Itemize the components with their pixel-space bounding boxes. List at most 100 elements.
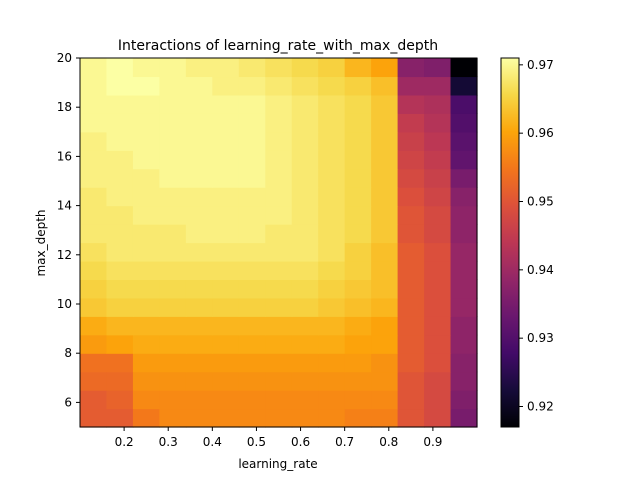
heatmap-cell <box>291 371 319 391</box>
heatmap-cell <box>397 168 425 188</box>
heatmap-cell <box>132 242 160 262</box>
heatmap-cell <box>159 297 187 317</box>
heatmap-cell <box>185 316 213 336</box>
heatmap-cell <box>450 58 478 78</box>
heatmap-cell <box>212 334 240 354</box>
heatmap-cell <box>265 168 293 188</box>
heatmap-cell <box>132 168 160 188</box>
heatmap-cell <box>318 76 346 96</box>
heatmap-cell <box>80 205 108 225</box>
heatmap-cell <box>185 224 213 244</box>
heatmap-cell <box>318 113 346 133</box>
heatmap-cell <box>212 150 240 170</box>
heatmap-cell <box>424 390 452 410</box>
heatmap-cell <box>291 297 319 317</box>
y-tick-label: 18 <box>57 100 72 114</box>
heatmap-cell <box>106 224 134 244</box>
heatmap-cell <box>450 205 478 225</box>
x-tick-label: 0.7 <box>335 435 354 449</box>
heatmap-cell <box>371 205 399 225</box>
heatmap-cell <box>80 131 108 151</box>
colorbar-ticks: 0.92 0.93 0.94 0.95 0.96 0.97 <box>519 58 554 414</box>
heatmap-cell <box>450 168 478 188</box>
heatmap-cell <box>80 113 108 133</box>
heatmap-cell <box>80 316 108 336</box>
heatmap-cell <box>238 242 266 262</box>
heatmap-cell <box>318 224 346 244</box>
heatmap-cell <box>212 297 240 317</box>
heatmap-cell <box>318 131 346 151</box>
heatmap-cell <box>291 260 319 280</box>
heatmap-cell <box>212 58 240 78</box>
colorbar <box>500 57 520 428</box>
heatmap-cell <box>450 334 478 354</box>
heatmap-cell <box>265 260 293 280</box>
heatmap-cell <box>212 168 240 188</box>
heatmap-cell <box>238 76 266 96</box>
heatmap-cell <box>159 316 187 336</box>
heatmap-cell <box>397 316 425 336</box>
heatmap-cell <box>238 205 266 225</box>
heatmap-cell <box>265 205 293 225</box>
heatmap-cell <box>106 279 134 299</box>
heatmap-cell <box>424 150 452 170</box>
heatmap-cell <box>185 353 213 373</box>
heatmap-cell <box>159 205 187 225</box>
heatmap-cell <box>291 316 319 336</box>
heatmap-cell <box>265 316 293 336</box>
heatmap-cell <box>212 76 240 96</box>
heatmap-cell <box>212 187 240 207</box>
heatmap-cell <box>424 334 452 354</box>
heatmap-cell <box>371 279 399 299</box>
heatmap-cell <box>371 242 399 262</box>
heatmap-cell <box>291 76 319 96</box>
heatmap-cell <box>291 279 319 299</box>
heatmap-cell <box>238 353 266 373</box>
heatmap-cell <box>424 242 452 262</box>
heatmap-cell <box>265 297 293 317</box>
heatmap-cell <box>212 316 240 336</box>
heatmap-cell <box>132 187 160 207</box>
heatmap-cell <box>397 260 425 280</box>
heatmap-cell <box>344 205 372 225</box>
heatmap-cell <box>106 94 134 114</box>
heatmap-cell <box>265 353 293 373</box>
heatmap-cell <box>397 131 425 151</box>
heatmap-cell <box>238 334 266 354</box>
heatmap-cell <box>371 76 399 96</box>
heatmap-cell <box>265 131 293 151</box>
colorbar-tick-label: 0.96 <box>527 126 554 140</box>
heatmap-cell <box>106 297 134 317</box>
heatmap-cell <box>291 242 319 262</box>
heatmap-cell <box>212 131 240 151</box>
heatmap-cell <box>371 224 399 244</box>
heatmap-cell <box>318 297 346 317</box>
heatmap-cell <box>318 316 346 336</box>
heatmap-cell <box>424 260 452 280</box>
heatmap-cell <box>265 76 293 96</box>
heatmap-cell <box>265 334 293 354</box>
heatmap-cell <box>159 168 187 188</box>
heatmap-cell <box>397 113 425 133</box>
heatmap-cell <box>397 76 425 96</box>
heatmap-cell <box>106 353 134 373</box>
heatmap-cell <box>132 297 160 317</box>
heatmap-cell <box>238 113 266 133</box>
x-axis-label: learning_rate <box>238 457 317 471</box>
heatmap-cell <box>106 131 134 151</box>
heatmap-cell <box>371 297 399 317</box>
heatmap-cell <box>397 242 425 262</box>
heatmap-cell <box>238 94 266 114</box>
heatmap-cell <box>238 224 266 244</box>
heatmap-cell <box>291 113 319 133</box>
x-tick-label: 0.2 <box>115 435 134 449</box>
y-tick-label: 12 <box>57 248 72 262</box>
heatmap-cells <box>80 58 478 428</box>
heatmap-cell <box>80 150 108 170</box>
heatmap-cell <box>450 297 478 317</box>
heatmap-cell <box>344 58 372 78</box>
y-tick-label: 8 <box>64 346 72 360</box>
heatmap-cell <box>424 279 452 299</box>
x-tick-label: 0.3 <box>159 435 178 449</box>
heatmap-cell <box>318 205 346 225</box>
